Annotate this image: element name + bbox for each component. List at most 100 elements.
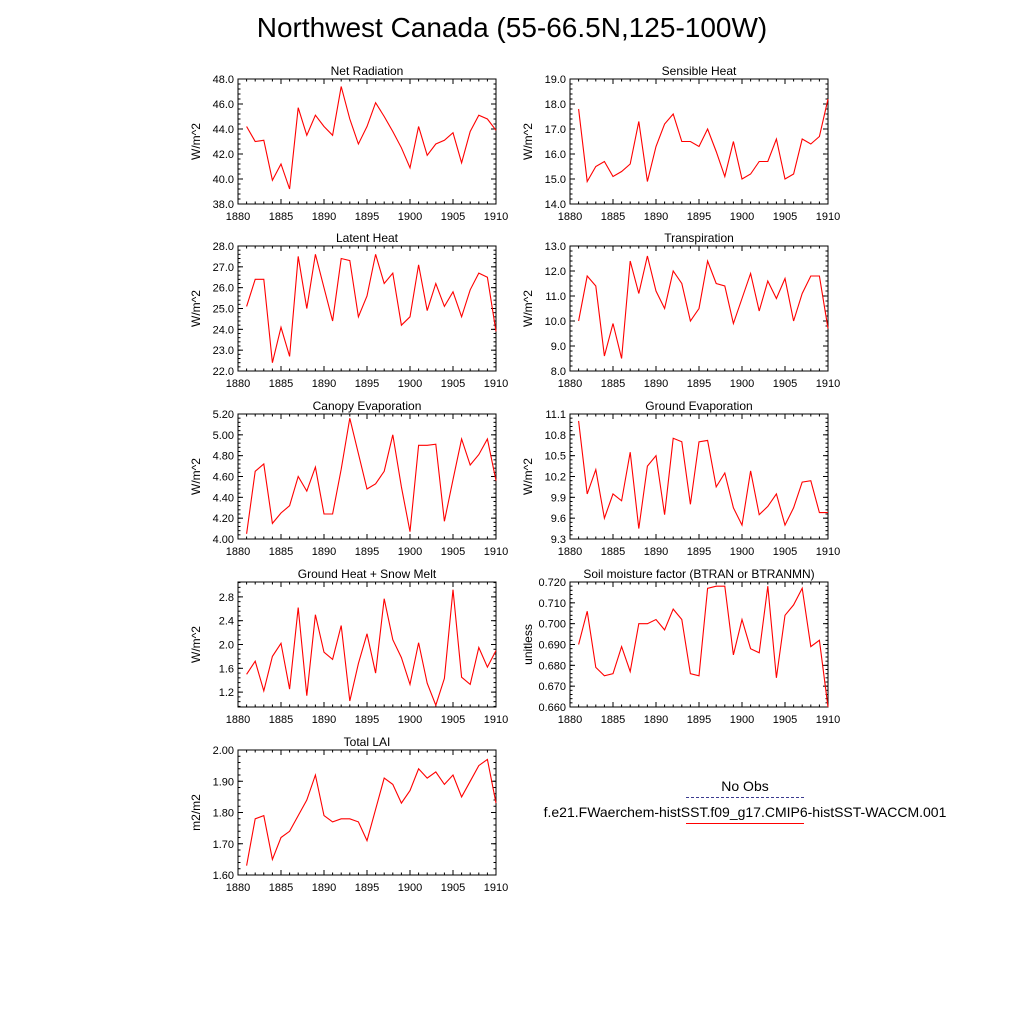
x-tick-label: 1895 — [687, 546, 711, 558]
series-line — [246, 758, 497, 866]
x-tick-label: 1905 — [773, 211, 797, 223]
y-tick-label: 16.0 — [545, 149, 566, 161]
x-tick-label: 1885 — [269, 378, 293, 390]
series-line — [578, 255, 829, 359]
series-line — [246, 254, 497, 363]
x-tick-label: 1900 — [730, 211, 754, 223]
y-tick-label: 9.6 — [551, 513, 566, 525]
chart-sensible-heat: Sensible Heat W/m^2 1880 1885 1890 1895 1900 19… — [521, 64, 840, 223]
panel-title: Transpiration — [664, 231, 734, 245]
x-tick-label: 1905 — [441, 714, 465, 726]
panel-title: Soil moisture factor (BTRAN or BTRANMN) — [583, 567, 814, 581]
y-tick-label: 40.0 — [213, 174, 234, 186]
panel-title: Ground Evaporation — [645, 399, 752, 413]
x-tick-label: 1910 — [484, 211, 508, 223]
y-tick-label: 0.680 — [538, 660, 566, 672]
y-tick-label: 26.0 — [213, 283, 234, 295]
y-tick-label: 48.0 — [213, 74, 234, 86]
x-tick-label: 1895 — [355, 546, 379, 558]
x-tick-label: 1880 — [226, 378, 250, 390]
x-tick-label: 1905 — [773, 378, 797, 390]
x-tick-label: 1880 — [558, 546, 582, 558]
x-tick-label: 1910 — [816, 546, 840, 558]
series-line — [246, 589, 497, 707]
y-tick-label: 4.20 — [213, 513, 234, 525]
plot-frame — [569, 413, 829, 540]
y-tick-label: 10.2 — [545, 472, 566, 484]
panel-title: Ground Heat + Snow Melt — [298, 567, 437, 581]
x-tick-label: 1900 — [730, 378, 754, 390]
x-tick-label: 1885 — [601, 546, 625, 558]
chart-total-lai: Total LAI m2/m2 1880 1885 1890 1895 1900 1905 19… — [189, 735, 508, 894]
chart-canopy-evaporation: Canopy Evaporation W/m^2 1880 1885 1890 1895 1… — [189, 399, 508, 558]
x-tick-label: 1895 — [687, 378, 711, 390]
series-line — [578, 585, 829, 708]
y-tick-label: 44.0 — [213, 124, 234, 136]
y-axis-label: W/m^2 — [521, 290, 535, 327]
x-tick-label: 1890 — [644, 211, 668, 223]
y-tick-label: 1.6 — [219, 663, 234, 675]
x-tick-label: 1905 — [441, 546, 465, 558]
plot-frame — [237, 581, 497, 708]
y-tick-label: 4.00 — [213, 534, 234, 546]
x-tick-label: 1890 — [644, 714, 668, 726]
x-tick-label: 1890 — [312, 211, 336, 223]
x-tick-label: 1890 — [312, 378, 336, 390]
x-tick-label: 1905 — [773, 714, 797, 726]
y-tick-label: 23.0 — [213, 345, 234, 357]
y-tick-label: 24.0 — [213, 324, 234, 336]
x-tick-label: 1885 — [269, 714, 293, 726]
y-axis-label: W/m^2 — [521, 458, 535, 495]
legend-label-model: f.e21.FWaerchem-histSST.f09_g17.CMIP6-hi… — [543, 804, 947, 820]
x-tick-label: 1910 — [484, 714, 508, 726]
y-tick-label: 38.0 — [213, 199, 234, 211]
chart-ground-evaporation: Ground Evaporation W/m^2 1880 1885 1890 1895 1… — [521, 399, 840, 558]
x-tick-label: 1900 — [398, 714, 422, 726]
y-tick-label: 2.8 — [219, 592, 234, 604]
plot-frame — [237, 78, 497, 205]
y-tick-label: 18.0 — [545, 99, 566, 111]
y-tick-label: 11.0 — [545, 291, 566, 303]
y-axis-label: W/m^2 — [189, 290, 203, 327]
y-tick-label: 5.20 — [213, 409, 234, 421]
y-tick-label: 17.0 — [545, 124, 566, 136]
y-tick-label: 2.4 — [219, 616, 234, 628]
plot-frame — [237, 245, 497, 372]
page-title: Northwest Canada (55-66.5N,125-100W) — [256, 12, 768, 43]
x-tick-label: 1900 — [398, 882, 422, 894]
x-tick-label: 1880 — [226, 714, 250, 726]
y-tick-label: 0.710 — [538, 598, 566, 610]
plot-frame — [237, 749, 497, 876]
legend: No Obs f.e21.FWaerchem-histSST.f09_g17.C… — [520, 778, 970, 830]
x-tick-label: 1905 — [441, 378, 465, 390]
x-tick-label: 1905 — [773, 546, 797, 558]
y-tick-label: 15.0 — [545, 174, 566, 186]
y-axis-label: W/m^2 — [189, 458, 203, 495]
x-tick-label: 1910 — [484, 378, 508, 390]
x-tick-label: 1890 — [644, 378, 668, 390]
y-tick-label: 4.80 — [213, 451, 234, 463]
x-tick-label: 1880 — [558, 714, 582, 726]
legend-entry-obs: No Obs — [520, 778, 970, 798]
y-tick-label: 2.0 — [219, 640, 234, 652]
x-tick-label: 1885 — [269, 882, 293, 894]
panel-title: Total LAI — [344, 735, 391, 749]
x-tick-label: 1900 — [398, 211, 422, 223]
x-tick-label: 1900 — [398, 378, 422, 390]
y-tick-label: 22.0 — [213, 366, 234, 378]
legend-line-obs — [686, 797, 804, 798]
x-tick-label: 1890 — [644, 546, 668, 558]
y-tick-label: 28.0 — [213, 241, 234, 253]
y-tick-label: 25.0 — [213, 304, 234, 316]
chart-net-radiation: Net Radiation W/m^2 1880 1885 1890 1895 1900 19… — [189, 64, 508, 223]
y-tick-label: 4.60 — [213, 472, 234, 484]
y-tick-label: 0.690 — [538, 640, 566, 652]
x-tick-label: 1900 — [730, 714, 754, 726]
x-tick-label: 1895 — [355, 714, 379, 726]
chart-latent-heat: Latent Heat W/m^2 1880 1885 1890 1895 1900 1905… — [189, 231, 508, 390]
x-tick-label: 1910 — [816, 378, 840, 390]
x-tick-label: 1895 — [687, 714, 711, 726]
y-axis-label: W/m^2 — [521, 123, 535, 160]
y-tick-label: 10.8 — [545, 430, 566, 442]
